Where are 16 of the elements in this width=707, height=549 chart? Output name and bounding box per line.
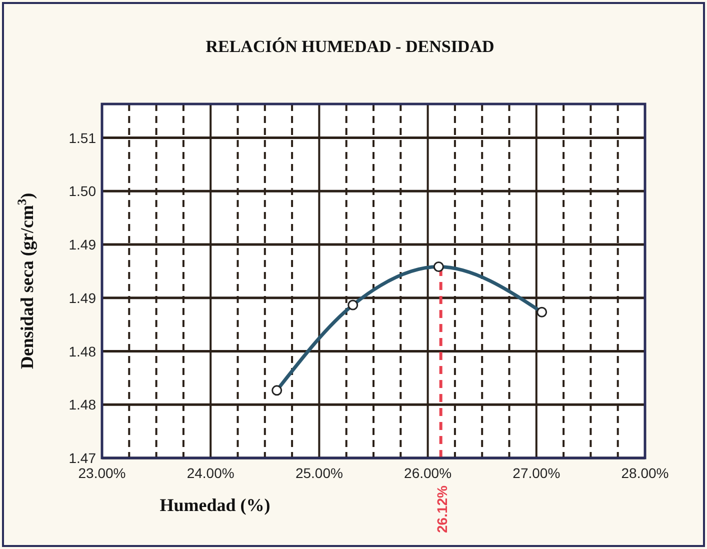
x-tick-label: 28.00% [621,465,669,481]
y-tick-label: 1.48 [68,396,96,413]
y-tick-label: 1.49 [68,236,96,253]
y-tick-label: 1.47 [68,450,96,466]
y-tick-label: 1.49 [68,290,96,306]
chart-title: RELACIÓN HUMEDAD - DENSIDAD [206,37,494,56]
y-tick-label: 1.50 [68,183,96,200]
ref-line-label: 26.12% [434,484,450,533]
x-tick-label: 23.00% [78,465,126,481]
x-tick-label: 27.00% [512,465,560,481]
x-tick-label: 26.00% [404,465,452,481]
x-tick-label: 25.00% [295,465,343,481]
x-tick-label: 24.00% [186,465,234,481]
y-tick-label: 1.51 [68,130,96,146]
x-axis-title: Humedad (%) [160,495,270,515]
y-tick-label: 1.48 [68,343,96,360]
